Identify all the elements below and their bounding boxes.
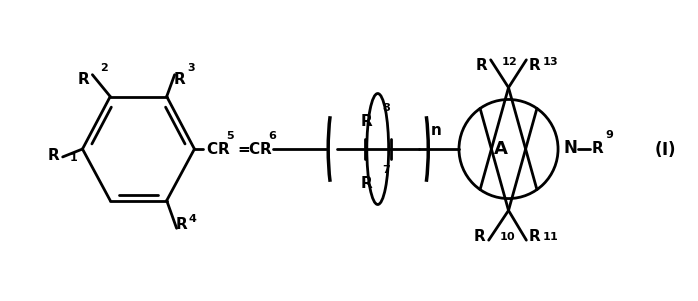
Text: $\mathbf{9}$: $\mathbf{9}$	[604, 128, 614, 140]
Text: $\mathbf{CR}$: $\mathbf{CR}$	[248, 141, 272, 157]
Text: $\mathbf{1}$: $\mathbf{1}$	[68, 151, 77, 163]
Text: $\mathbf{8}$: $\mathbf{8}$	[382, 101, 391, 113]
Text: $\mathbf{3}$: $\mathbf{3}$	[186, 61, 195, 73]
Text: $\mathbf{R}$: $\mathbf{R}$	[528, 228, 542, 244]
Text: $\mathbf{R}$: $\mathbf{R}$	[360, 175, 373, 191]
Text: $\mathbf{R}$: $\mathbf{R}$	[475, 57, 489, 73]
Text: $\mathbf{R}$: $\mathbf{R}$	[591, 140, 604, 156]
Text: $\mathbf{12}$: $\mathbf{12}$	[500, 55, 517, 67]
Text: $\mathbf{13}$: $\mathbf{13}$	[542, 55, 558, 67]
Text: $\mathbf{4}$: $\mathbf{4}$	[188, 212, 198, 224]
Text: $\mathbf{R}$: $\mathbf{R}$	[172, 71, 186, 87]
Text: $\mathbf{N}$: $\mathbf{N}$	[563, 140, 577, 157]
Text: $\mathbf{2}$: $\mathbf{2}$	[101, 61, 109, 73]
Text: $\mathbf{R}$: $\mathbf{R}$	[528, 57, 542, 73]
Text: $\mathbf{A}$: $\mathbf{A}$	[493, 140, 509, 158]
Text: $\mathbf{R}$: $\mathbf{R}$	[473, 228, 487, 244]
Text: $\mathbf{(I)}$: $\mathbf{(I)}$	[654, 139, 676, 159]
Text: $\mathbf{CR}$: $\mathbf{CR}$	[207, 141, 231, 157]
Text: $\mathbf{5}$: $\mathbf{5}$	[226, 129, 235, 141]
Text: $\mathbf{6}$: $\mathbf{6}$	[268, 129, 277, 141]
Text: $\mathbf{7}$: $\mathbf{7}$	[382, 163, 391, 175]
Text: $\mathbf{11}$: $\mathbf{11}$	[542, 230, 559, 242]
Text: $\mathbf{n}$: $\mathbf{n}$	[430, 124, 442, 138]
Text: $\mathbf{10}$: $\mathbf{10}$	[498, 230, 516, 242]
Text: $\mathbf{R}$: $\mathbf{R}$	[47, 147, 61, 163]
Text: $\mathbf{R}$: $\mathbf{R}$	[77, 71, 91, 87]
Text: $\mathbf{=}$: $\mathbf{=}$	[235, 141, 251, 155]
Text: $\mathbf{R}$: $\mathbf{R}$	[174, 216, 188, 232]
Text: $\mathbf{R}$: $\mathbf{R}$	[360, 113, 373, 129]
